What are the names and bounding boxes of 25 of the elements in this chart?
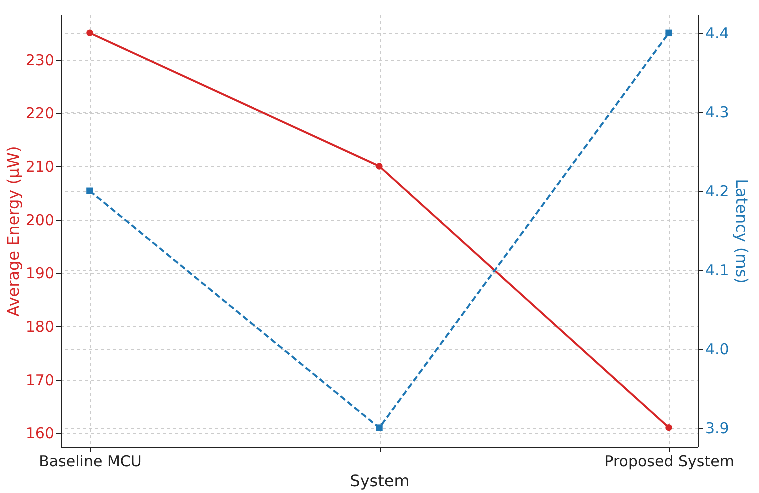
point [376,424,383,432]
y-tick-label: 210 [26,158,54,176]
y2-tick-label: 4.4 [706,24,730,43]
y2-tick-label: 4.2 [706,182,730,201]
x-tick-label: Proposed System [604,452,734,470]
y-tick-label: 160 [26,424,54,443]
y2-axis-title: Latency (ms) [732,179,752,284]
x-tick-label: Baseline MCU [39,452,142,470]
y-axis-title: Average Energy (μW) [4,146,23,317]
y-tick-label: 190 [26,264,54,283]
point [86,30,94,36]
point [666,30,672,37]
x-axis-title: System [350,472,410,490]
point [86,188,94,194]
point [666,424,672,432]
y2-tick-label: 4.1 [706,262,730,280]
y-tick-label: 200 [26,211,54,230]
y2-tick-label: 3.9 [706,420,730,438]
y-tick-label: 170 [26,371,54,390]
y2-tick-label: 4.3 [706,104,730,122]
y-tick-label: 230 [26,51,54,70]
y2-tick-label: 4.0 [706,340,730,359]
y-tick-label: 180 [26,318,54,336]
point [376,163,383,170]
y-tick-label: 220 [26,104,54,123]
